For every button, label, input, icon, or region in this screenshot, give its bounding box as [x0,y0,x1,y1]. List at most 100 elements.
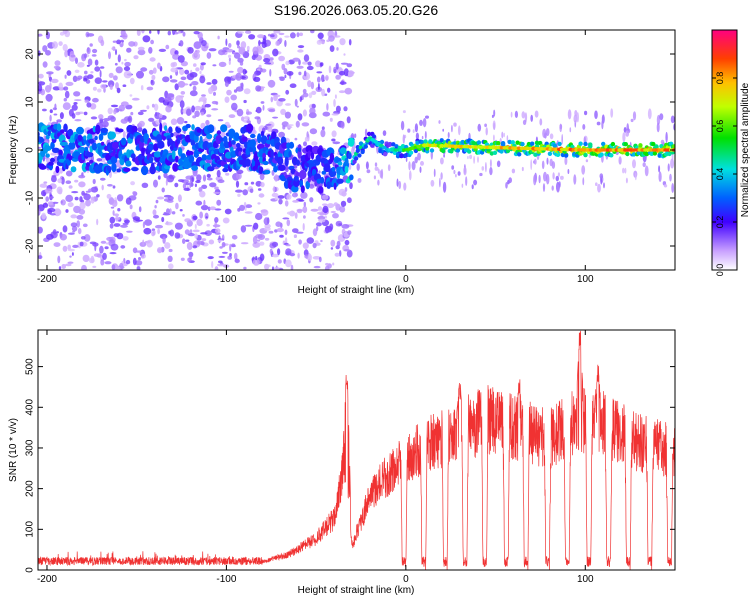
snr-x-axis: -200 -100 0 100 [37,330,594,585]
spectrogram-noise-cell [38,84,43,92]
spectrogram-noise-cell [66,70,72,76]
spectrogram-noise-cell [71,252,74,256]
spectrogram-noise-cell [235,180,240,188]
spectrogram-noise-cell [262,104,265,111]
spectrogram-noise-cell [182,183,187,190]
spectrogram-noise-cell [100,259,105,266]
spectrogram-noise-cell [317,82,320,91]
spectrogram-noise-cell [327,203,335,209]
spectrogram-noise-cell [373,175,376,180]
spectrogram-noise-cell [328,65,332,74]
spectrogram-ridge-cell [156,140,165,149]
spectrogram-noise-cell [141,182,149,188]
spectrogram-noise-cell [100,84,107,89]
spectrogram-noise-cell [42,108,47,112]
spectrogram-noise-cell [642,162,646,168]
spectrogram-noise-cell [556,184,560,193]
spectrogram-noise-cell [90,196,95,204]
spectrogram-noise-cell [489,167,493,176]
spectrogram-ridge-cell [631,152,637,157]
spectrogram-ridge-cell [215,134,223,145]
spectrogram-noise-cell [67,248,75,252]
spectrogram-noise-cell [162,76,170,83]
spectrogram-noise-cell [273,94,281,98]
spectrogram-noise-cell [302,223,305,231]
spectrogram-noise-cell [325,75,329,81]
spectrogram-x-axis: -200 -100 0 100 [37,30,594,285]
spectrogram-noise-cell [114,62,118,66]
spectrogram-noise-cell [599,173,604,179]
spectrogram-noise-cell [166,175,175,183]
spectrogram-noise-cell [309,183,315,189]
spectrogram-noise-cell [278,32,285,36]
spectrogram-noise-cell [270,34,275,38]
spectrogram-noise-cell [149,57,156,62]
spectrogram-noise-cell [409,170,412,181]
y-tick-label: 200 [25,480,36,497]
spectrogram-noise-cell [222,217,230,224]
spectrogram-ridge-cell [672,144,675,149]
spectrogram-ridge-cell [58,149,63,156]
spectrogram-noise-cell [625,130,630,137]
spectrogram-ridge-cell [270,149,275,159]
spectrogram-noise-cell [58,266,62,270]
spectrogram-noise-cell [250,181,255,185]
spectrogram-ridge-cell [441,148,446,154]
spectrogram-noise-cell [92,48,98,54]
y-tick-label: 20 [25,48,36,60]
spectrogram-noise-cell [199,96,207,102]
spectrogram-noise-cell [201,94,206,97]
spectrogram-noise-cell [53,113,58,116]
spectrogram-noise-cell [100,66,105,69]
spectrogram-noise-cell [165,105,172,113]
spectrogram-noise-cell [332,141,341,145]
spectrogram-noise-cell [530,159,533,171]
spectrogram-ridge-cell [172,163,179,172]
spectrogram-noise-cell [408,161,411,171]
spectrogram-noise-cell [485,127,488,136]
spectrogram-noise-cell [320,129,326,138]
spectrogram-noise-cell [86,64,90,67]
spectrogram-noise-cell [148,46,153,54]
spectrogram-ridge-cell [117,128,124,133]
spectrogram-noise-cell [85,199,91,207]
spectrogram-noise-cell [279,234,284,238]
spectrogram-noise-cell [63,86,69,91]
x-tick-label: 0 [403,574,409,585]
spectrogram-noise-cell [151,103,155,108]
spectrogram-ridge-cell [496,141,501,146]
spectrogram-ridge-cell [47,130,52,137]
spectrogram-noise-cell [142,239,145,246]
spectrogram-ridge-cell [149,165,156,175]
y-tick-label: 400 [25,399,36,416]
spectrogram-noise-cell [169,79,178,83]
spectrogram-ridge-cell [220,141,225,150]
spectrogram-noise-cell [377,179,380,186]
spectrogram-noise-cell [285,60,290,66]
colorbar: 0.0 0.2 0.4 0.6 0.8 Normalized spectral ampl… [711,29,750,276]
spectrogram-ridge-cell [363,144,368,149]
spectrogram-noise-cell [303,54,310,62]
spectrogram-noise-cell [38,208,41,216]
colorbar-tick-label: 0.6 [715,120,725,133]
spectrogram-ridge-cell [610,141,616,147]
spectrogram-noise-cell [174,30,177,33]
spectrogram-ridge-cell [399,153,404,159]
spectrogram-noise-cell [218,49,226,56]
spectrogram-noise-cell [302,242,309,249]
spectrogram-noise-cell [107,184,113,187]
spectrogram-noise-cell [265,123,272,126]
spectrogram-noise-cell [86,102,92,108]
spectrogram-noise-cell [192,215,198,220]
spectrogram-noise-cell [61,176,65,185]
spectrogram-noise-cell [109,223,114,229]
spectrogram-noise-cell [272,266,274,270]
spectrogram-noise-cell [451,165,455,170]
spectrogram-noise-cell [84,53,87,59]
spectrogram-noise-cell [301,122,310,127]
spectrogram-noise-cell [53,65,59,69]
spectrogram-noise-cell [403,182,407,191]
spectrogram-noise-cell [242,189,248,196]
spectrogram-ridge-cell [153,151,162,158]
